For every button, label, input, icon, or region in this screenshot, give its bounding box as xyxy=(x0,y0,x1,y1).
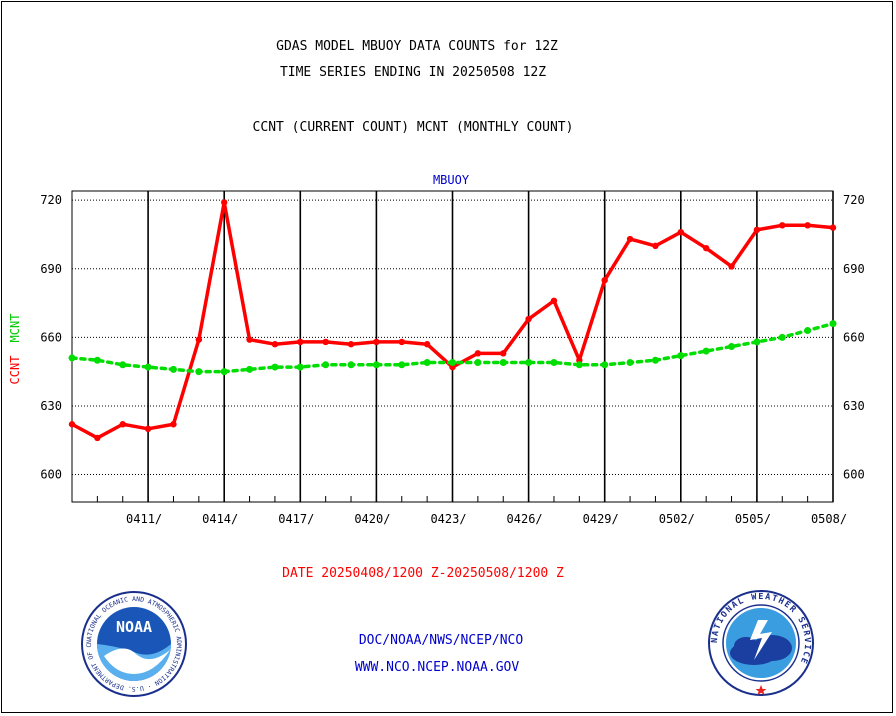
data-point-mcnt xyxy=(372,361,380,369)
data-point-mcnt xyxy=(271,363,279,371)
chart-title-line2: TIME SERIES ENDING IN 20250508 12Z xyxy=(279,65,547,80)
chart-title-line1: GDAS MODEL MBUOY DATA COUNTS for 12Z xyxy=(276,39,558,54)
data-point-mcnt xyxy=(702,347,710,355)
data-point-ccnt xyxy=(297,338,304,346)
data-point-mcnt xyxy=(144,363,152,371)
noaa-logo: NOAA NATIONAL OCEANIC AND ATMOSPHERIC AD… xyxy=(80,590,187,697)
data-point-ccnt xyxy=(94,434,101,442)
y-tick-label-left: 720 xyxy=(40,193,62,207)
data-point-mcnt xyxy=(753,338,761,346)
data-point-ccnt xyxy=(144,425,152,433)
data-point-ccnt xyxy=(423,341,431,348)
data-point-ccnt xyxy=(550,297,558,304)
data-point-ccnt xyxy=(753,226,761,234)
x-tick-label: 0502/ xyxy=(659,512,695,526)
data-point-mcnt xyxy=(626,359,634,367)
noaa-logo-text: NOAA xyxy=(116,618,152,636)
data-point-mcnt xyxy=(449,359,456,367)
x-tick-label: 0508/ xyxy=(811,512,847,526)
data-point-ccnt xyxy=(322,338,329,346)
data-point-mcnt xyxy=(474,359,482,367)
x-tick-label: 0411/ xyxy=(126,512,162,526)
chart-subtitle: CCNT (CURRENT COUNT) MCNT (MONTHLY COUNT… xyxy=(252,120,574,135)
data-point-ccnt xyxy=(373,338,380,346)
data-point-mcnt xyxy=(93,356,101,364)
data-point-mcnt xyxy=(601,361,609,369)
doc-noaa-link[interactable]: DOC/NOAA/NWS/NCEP/NCO xyxy=(358,633,524,648)
data-point-ccnt xyxy=(500,350,507,357)
x-tick-label: 0420/ xyxy=(354,512,390,526)
data-point-mcnt xyxy=(575,361,583,369)
data-point-mcnt xyxy=(220,368,228,376)
data-point-mcnt xyxy=(550,359,558,367)
plot-title: MBUOY xyxy=(433,173,470,187)
data-point-ccnt xyxy=(474,350,482,357)
data-point-mcnt xyxy=(423,359,431,367)
y-tick-label-right: 660 xyxy=(843,330,865,344)
data-point-mcnt xyxy=(829,320,837,328)
data-point-mcnt xyxy=(778,333,786,341)
y-tick-label-left: 630 xyxy=(40,399,62,413)
x-tick-label: 0417/ xyxy=(278,512,314,526)
data-point-ccnt xyxy=(398,338,405,346)
y-tick-label-left: 600 xyxy=(40,468,62,482)
y-tick-label-right: 690 xyxy=(843,262,865,276)
data-point-ccnt xyxy=(829,224,837,231)
data-point-ccnt xyxy=(119,421,126,428)
data-point-mcnt xyxy=(296,363,304,371)
date-range: DATE 20250408/1200 Z-20250508/1200 Z xyxy=(282,566,564,581)
x-tick-label: 0505/ xyxy=(735,512,771,526)
x-tick-label: 0429/ xyxy=(583,512,619,526)
y-tick-label-right: 600 xyxy=(843,468,865,482)
data-point-mcnt xyxy=(68,354,76,362)
nco-website-link[interactable]: WWW.NCO.NCEP.NOAA.GOV xyxy=(354,660,520,675)
data-point-ccnt xyxy=(626,235,634,243)
data-point-ccnt xyxy=(601,276,608,284)
data-point-ccnt xyxy=(525,315,532,323)
y-tick-label-left: 690 xyxy=(40,262,62,276)
y-axis-label-ccnt: CCNT xyxy=(8,356,22,385)
data-point-mcnt xyxy=(651,356,659,364)
x-tick-label: 0423/ xyxy=(430,512,466,526)
x-tick-label: 0414/ xyxy=(202,512,238,526)
data-point-mcnt xyxy=(398,361,406,369)
y-tick-label-left: 660 xyxy=(40,330,62,344)
data-point-mcnt xyxy=(322,361,330,369)
data-point-mcnt xyxy=(347,361,355,369)
data-point-mcnt xyxy=(169,365,177,373)
data-point-ccnt xyxy=(702,244,710,252)
data-point-mcnt xyxy=(195,368,203,376)
data-point-ccnt xyxy=(221,199,228,206)
y-tick-label-right: 630 xyxy=(843,399,865,413)
data-point-ccnt xyxy=(347,341,355,348)
data-point-mcnt xyxy=(677,352,685,360)
y-axis-label-mcnt: MCNT xyxy=(8,314,22,343)
data-point-ccnt xyxy=(170,421,177,428)
data-point-mcnt xyxy=(119,361,127,369)
data-point-ccnt xyxy=(677,228,684,236)
x-tick-label: 0426/ xyxy=(507,512,543,526)
nws-logo: NATIONAL WEATHER SERVICE xyxy=(708,590,814,696)
y-tick-label-right: 720 xyxy=(843,193,865,207)
data-point-mcnt xyxy=(728,343,736,350)
data-point-mcnt xyxy=(804,326,812,334)
data-point-mcnt xyxy=(525,359,533,367)
data-point-mcnt xyxy=(246,365,254,373)
data-point-ccnt xyxy=(195,336,203,343)
data-point-ccnt xyxy=(271,341,279,348)
data-point-ccnt xyxy=(728,263,735,270)
data-point-ccnt xyxy=(68,421,76,428)
data-point-ccnt xyxy=(652,242,659,250)
data-point-ccnt xyxy=(246,336,253,343)
data-point-mcnt xyxy=(499,359,507,367)
data-point-ccnt xyxy=(804,222,811,229)
data-point-ccnt xyxy=(779,222,786,229)
